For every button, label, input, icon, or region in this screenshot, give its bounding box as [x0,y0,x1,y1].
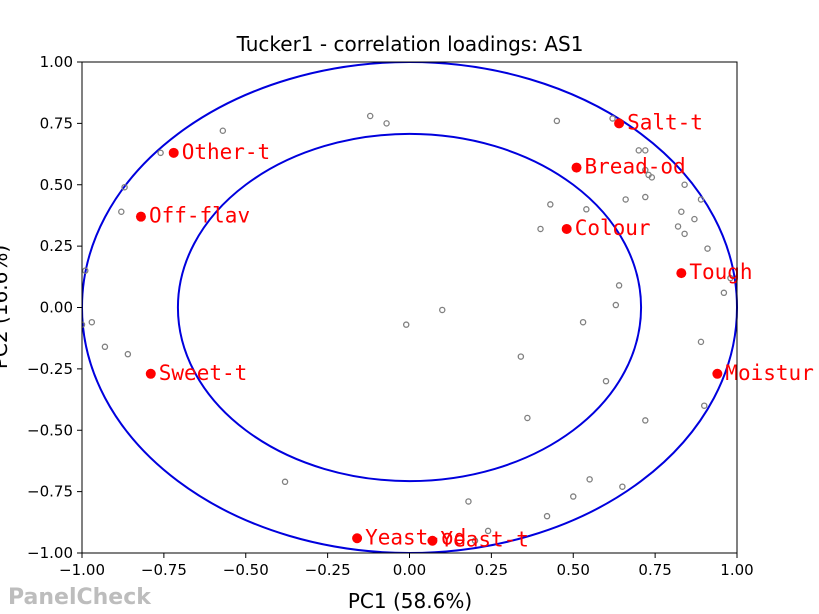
assessor-point [537,225,544,233]
assessor-point [484,527,492,535]
y-axis: −1.00 −0.75 −0.50 −0.25 0.00 0.25 0.50 0.75 1.00 [27,53,82,562]
assessor-point [691,215,698,223]
assessor-point [101,343,109,351]
assessor-point [642,166,649,174]
attribute-label: Bread-od [585,155,686,179]
assessor-point [619,483,626,490]
x-tick-label: 0.25 [475,561,508,579]
x-tick-label: 0.75 [638,561,671,579]
y-tick-label: −0.50 [27,421,73,439]
attribute-point [712,368,723,379]
assessor-point [609,115,616,122]
attribute-point [145,368,156,379]
x-tick-label: −0.75 [141,561,187,579]
chart-title: Tucker1 - correlation loadings: AS1 [236,32,584,56]
assessor-point [118,208,125,216]
attribute-point [614,118,625,129]
y-tick-label: 0.50 [40,176,73,194]
attribute-label: Sweet-t [159,361,248,385]
assessor-point [157,149,164,157]
assessor-point [517,353,525,360]
assessor-point [612,301,620,309]
y-tick-label: 1.00 [40,53,73,71]
x-tick-label: −0.50 [223,561,269,579]
x-tick-label: −0.25 [305,561,351,579]
attribute-label: Colour [575,216,651,240]
assessor-point [570,493,577,500]
assessor-point [366,112,374,120]
assessor-point [648,174,656,181]
y-tick-label: 0.75 [40,114,73,132]
assessor-point [438,306,446,314]
assessor-point [642,147,649,154]
attribute-point [571,162,582,173]
assessor-point [678,208,685,216]
inner-circle [176,132,643,483]
assessor-point [543,512,551,520]
assessor-point [471,537,479,544]
outer-circle [82,62,738,553]
assessor-point [88,318,96,326]
attribute-label: Off-flav [149,204,250,228]
assessor-point [524,414,531,422]
assessor-point [697,196,705,203]
assessor-point [547,201,554,208]
panelcheck-watermark: PanelCheck [8,585,151,610]
assessor-point [635,147,643,154]
assessor-point [622,196,629,203]
attribute-point [561,223,572,234]
attribute-point [135,211,146,222]
assessor-point [681,230,688,238]
assessor-point [704,245,711,252]
assessor-point [642,417,649,424]
attribute-point [168,147,179,158]
attribute-point [427,535,438,546]
y-tick-label: 0.25 [40,237,73,255]
y-tick-label: 0.00 [40,299,73,317]
assessor-point [727,274,734,282]
assessor-point [681,181,688,188]
x-tick-label: −1.00 [59,561,105,579]
assessor-point [383,120,390,127]
assessor-point [553,117,561,125]
x-axis-label: PC1 (58.6%) [348,589,472,613]
assessor-point [281,478,289,486]
y-tick-label: −0.25 [27,360,73,378]
assessor-point [219,127,227,134]
assessor-point [615,282,623,289]
assessor-point [586,476,593,483]
attribute-label: Other-t [182,140,271,164]
assessor-point [402,321,410,328]
assessor-point [82,267,89,274]
x-axis: −1.00 −0.75 −0.50 −0.25 0.00 0.25 0.50 0.75 1.00 [59,553,754,579]
y-tick-label: −1.00 [27,544,73,562]
assessor-point [602,377,610,385]
y-axis-label: PC2 (16.6%) [0,245,12,369]
x-tick-label: 1.00 [720,561,753,579]
assessor-point [124,350,132,358]
attribute-label: Yeast-od [365,525,466,549]
assessor-point [701,402,708,409]
assessor-point [579,318,587,326]
attribute-label: Moistur [725,361,814,385]
assessor-point [674,223,682,230]
assessor-point [465,498,472,505]
attribute-point [676,268,687,279]
attribute-label: Tough [689,260,752,284]
assessor-point [697,338,705,346]
attribute-point [352,533,363,544]
attribute-label: Salt-t [627,110,703,134]
assessor-point [121,183,128,191]
y-tick-label: −0.75 [27,483,73,501]
x-tick-label: 0.00 [393,561,426,579]
attribute-label: Yeast-t [440,528,529,552]
assessor-point [642,193,649,201]
x-tick-label: 0.50 [557,561,590,579]
assessor-point [720,289,728,297]
plot-frame [81,61,738,554]
assessor-point [583,206,590,213]
